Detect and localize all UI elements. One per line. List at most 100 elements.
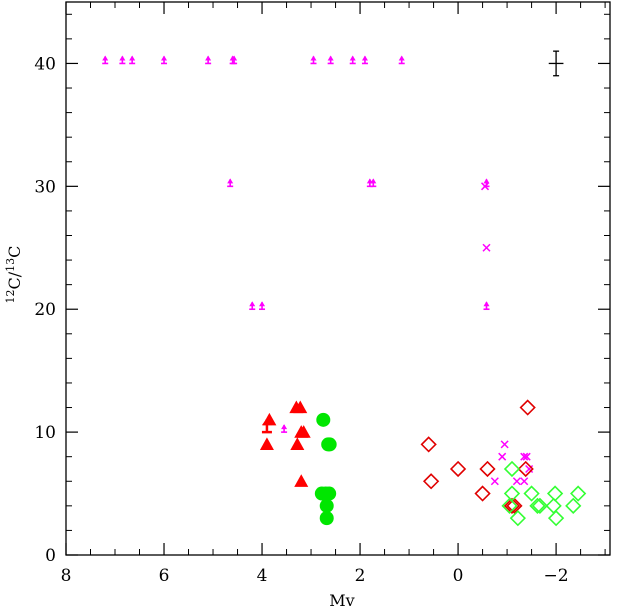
circle-point xyxy=(321,437,336,452)
arrow-head xyxy=(398,55,405,61)
lower-limit-arrow-point xyxy=(249,301,256,311)
arrow-head xyxy=(259,301,266,307)
lower-limit-arrow-point xyxy=(370,178,377,188)
lower-limit-arrow-point xyxy=(119,55,126,65)
arrow-head xyxy=(129,55,136,61)
lower-limit-arrow-point xyxy=(231,55,238,65)
lower-limit-arrow-point xyxy=(227,178,234,188)
y-axis-label: 12C/13C xyxy=(4,246,24,304)
plot-frame xyxy=(65,1,611,556)
diamond-point xyxy=(479,460,496,478)
y-axis-label-part-1: C/ xyxy=(5,271,24,289)
cross-stroke xyxy=(520,452,529,461)
cross-stroke xyxy=(498,452,507,461)
arrow-head xyxy=(249,301,256,307)
arrow-head xyxy=(483,301,490,307)
cross-stroke xyxy=(500,440,509,449)
circle-point xyxy=(319,498,334,513)
arrow-head xyxy=(261,418,272,426)
cross-point xyxy=(522,452,531,461)
lower-limit-arrow-point xyxy=(259,301,266,311)
cross-stroke xyxy=(522,452,531,461)
cross-stroke xyxy=(512,477,521,486)
diamond-point xyxy=(503,460,521,478)
lower-limit-arrow-point xyxy=(102,55,109,65)
lower-limit-arrow-point xyxy=(281,424,288,433)
plot-border xyxy=(65,1,611,556)
y-tick-label: 20 xyxy=(34,300,56,320)
arrow-head xyxy=(483,178,490,184)
arrow-head xyxy=(310,55,317,61)
lower-limit-arrow-point xyxy=(161,55,168,65)
cross-stroke xyxy=(490,477,499,486)
diamond-point xyxy=(509,510,526,527)
arrow-head xyxy=(361,55,368,61)
arrow-head xyxy=(161,55,168,61)
lower-limit-arrow-point xyxy=(349,55,356,65)
diamond-point xyxy=(449,460,467,478)
diamond-point xyxy=(420,436,437,453)
cross-stroke xyxy=(480,182,490,191)
arrow-head xyxy=(102,55,109,61)
lower-limit-arrow-point xyxy=(361,55,368,65)
cross-point xyxy=(520,477,529,486)
diamond-point xyxy=(546,485,564,502)
cross-point xyxy=(500,440,509,449)
lower-limit-arrow-point xyxy=(205,55,212,65)
diamond-point xyxy=(531,497,549,514)
cross-stroke xyxy=(520,477,529,486)
cross-point xyxy=(490,477,499,486)
diamond-point xyxy=(501,497,518,514)
cross-point xyxy=(482,243,491,252)
circle-point xyxy=(322,486,337,501)
reference-error-bar xyxy=(548,50,564,77)
x-tick-label: 8 xyxy=(61,566,72,586)
cross-stroke xyxy=(482,243,491,252)
arrow-head xyxy=(349,55,356,61)
x-tick-label: 0 xyxy=(453,566,464,586)
arrow-head xyxy=(227,178,234,184)
x-tick-label: 6 xyxy=(159,566,170,586)
lower-limit-arrow-point xyxy=(310,55,317,65)
y-tick-label: 40 xyxy=(34,54,56,74)
data-marks xyxy=(102,55,587,527)
x-axis-label: Mv xyxy=(329,591,354,608)
cross-point xyxy=(480,182,490,191)
diamond-point xyxy=(474,485,491,502)
arrow-head xyxy=(327,55,334,61)
diamond-point xyxy=(547,510,565,527)
diamond-point xyxy=(517,460,534,478)
arrow-head xyxy=(370,178,377,184)
lower-limit-arrow-point xyxy=(327,55,334,65)
triangle-point xyxy=(296,425,311,438)
diamond-point xyxy=(545,497,562,514)
circle-point xyxy=(319,511,334,526)
cross-point xyxy=(498,452,507,461)
diamond-point xyxy=(529,497,546,514)
diamond-point xyxy=(523,485,540,502)
lower-limit-arrow-point xyxy=(483,301,490,311)
lower-limit-arrow-point xyxy=(398,55,405,65)
arrow-head xyxy=(119,55,126,61)
arrow-head xyxy=(205,55,212,61)
y-tick-label: 30 xyxy=(34,177,56,197)
diamond-point xyxy=(565,497,582,514)
y-axis-label-superscript-2: 13 xyxy=(4,258,17,272)
x-tick-label: 4 xyxy=(257,566,268,586)
cross-point xyxy=(512,477,521,486)
arrow-head xyxy=(231,55,238,61)
triangle-point xyxy=(294,474,309,487)
circle-point xyxy=(316,412,331,427)
diamond-point xyxy=(506,497,523,514)
x-tick-label: −2 xyxy=(544,566,569,586)
triangle-point xyxy=(293,400,308,414)
x-tick-label: 2 xyxy=(355,566,366,586)
lower-limit-arrow-point xyxy=(261,418,272,434)
diamond-point xyxy=(503,497,521,514)
y-axis-label-superscript-1: 12 xyxy=(4,289,17,303)
arrow-head xyxy=(281,424,288,430)
triangle-point xyxy=(290,437,305,450)
y-tick-label: 10 xyxy=(34,423,56,443)
